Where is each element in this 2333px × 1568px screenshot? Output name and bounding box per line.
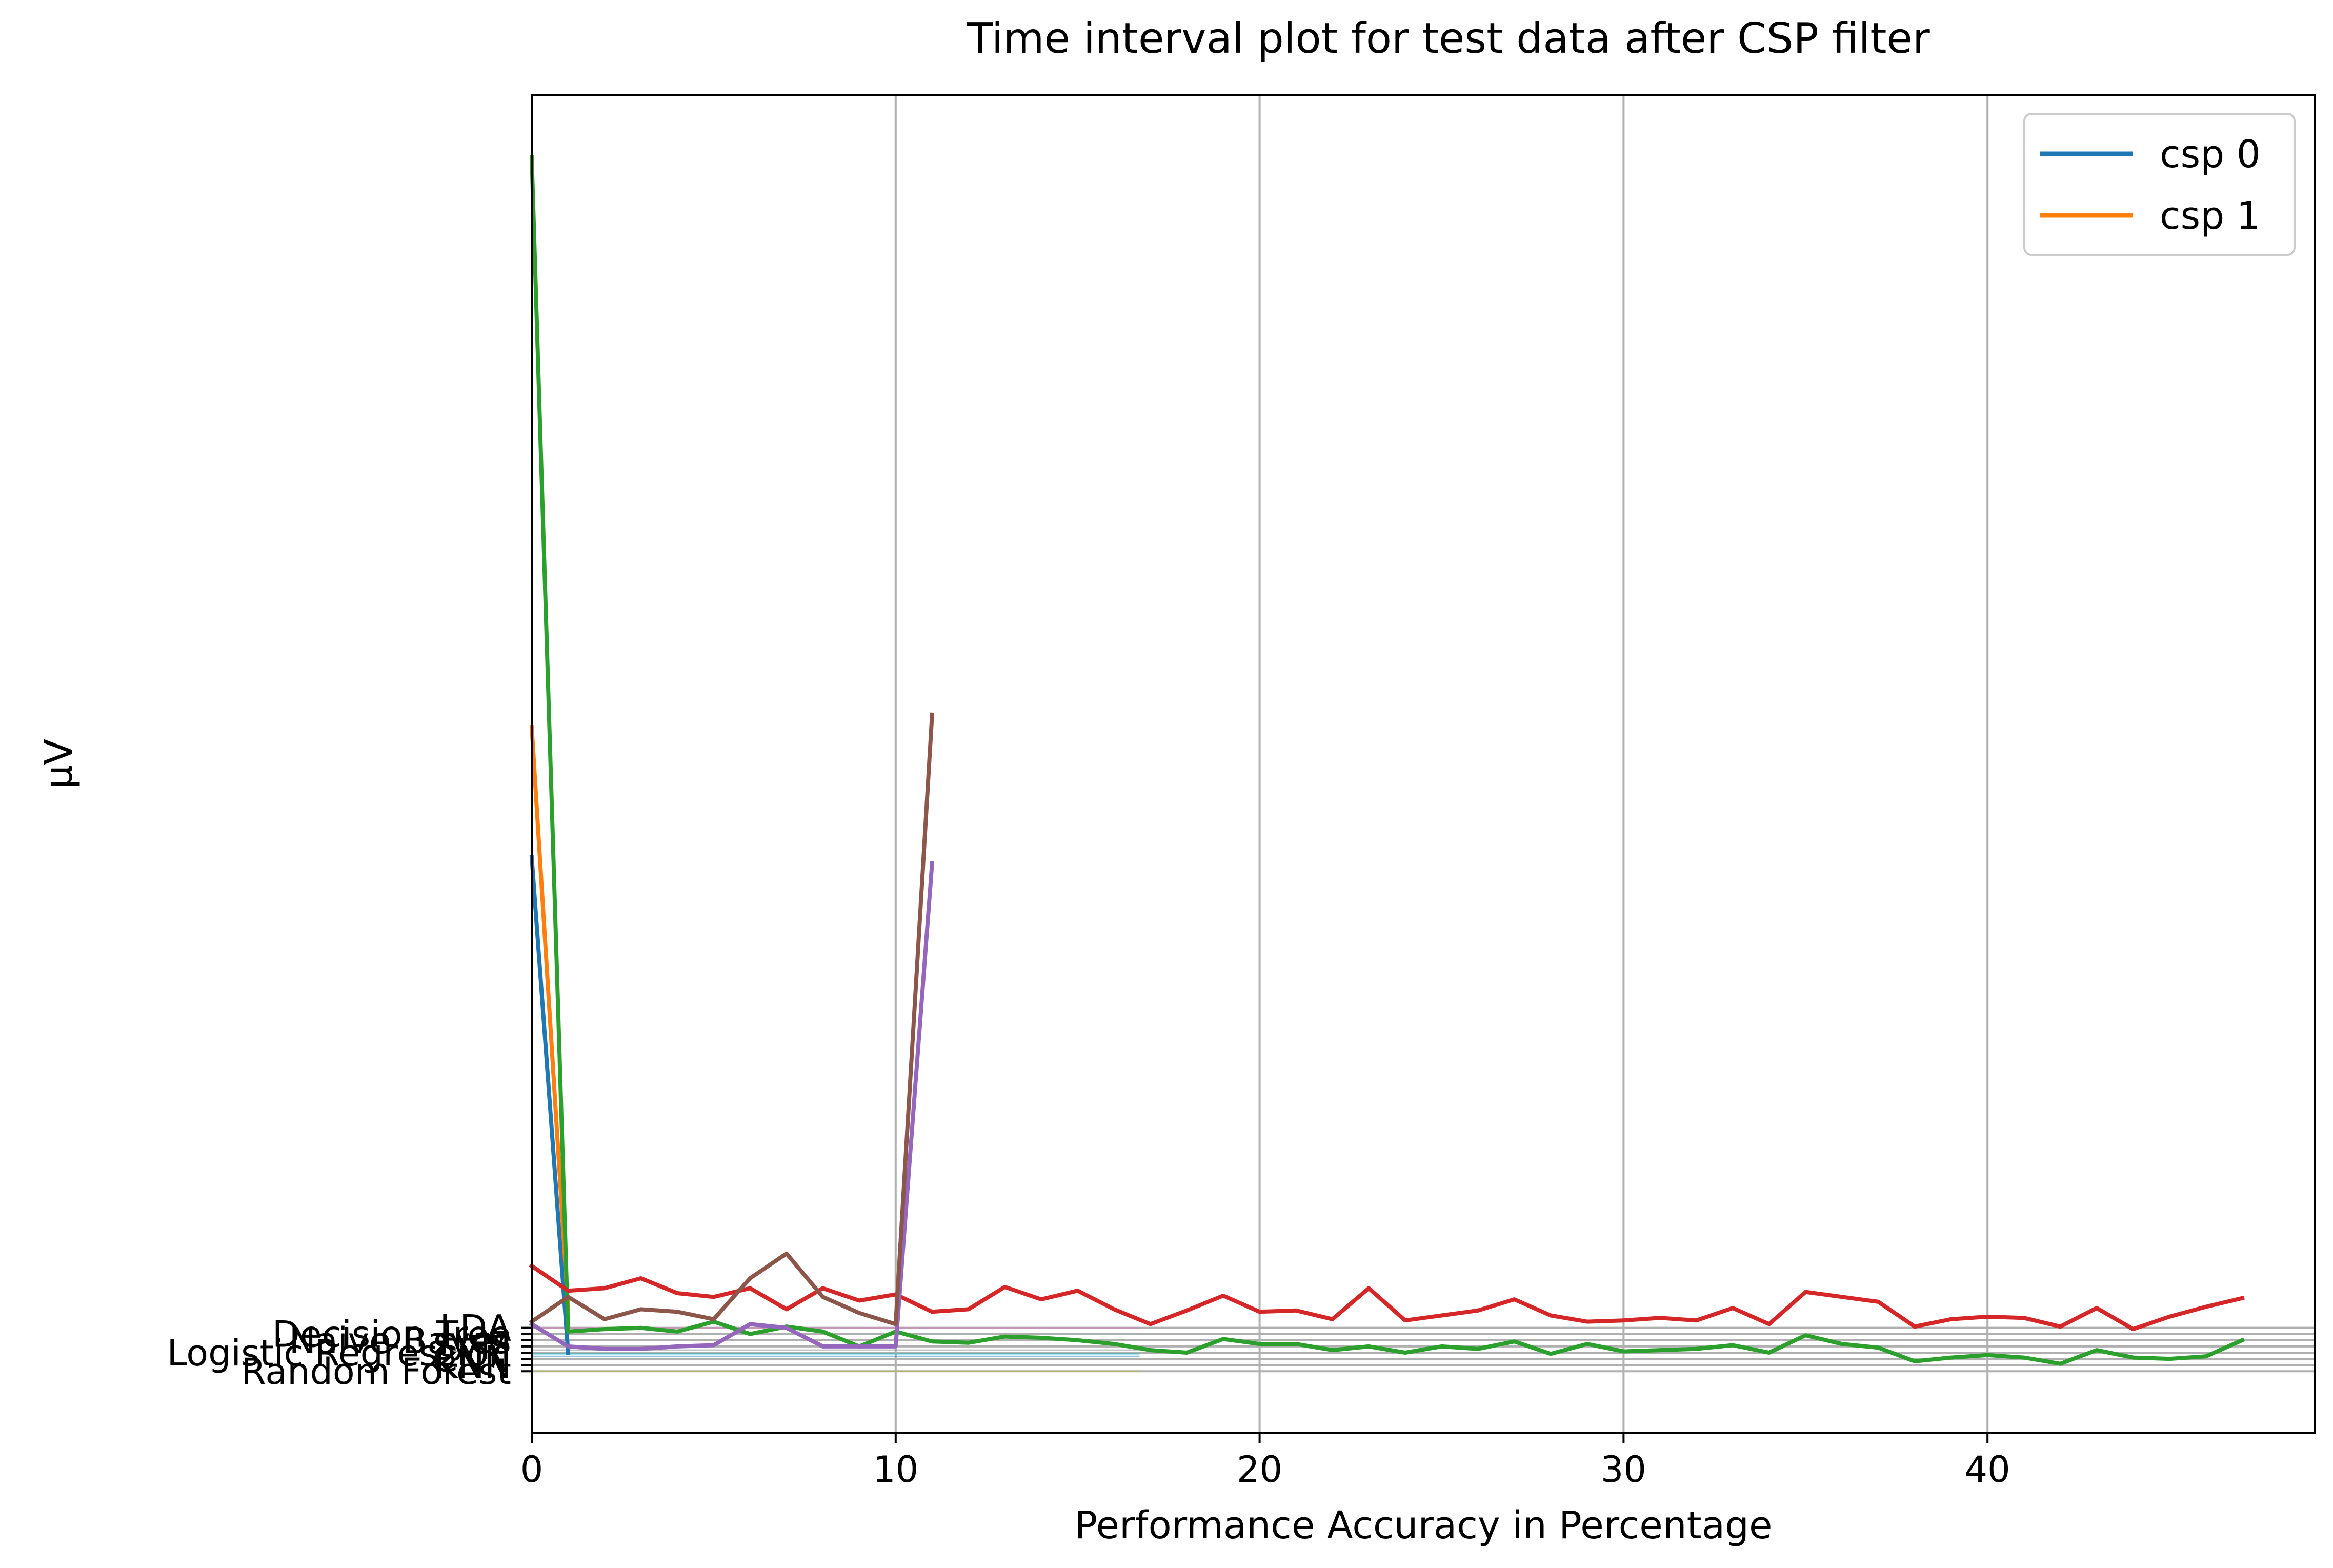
- plot-area: [529, 94, 2316, 1434]
- plot-background: [532, 95, 2315, 1433]
- series-line: [529, 855, 571, 1355]
- legend-label-csp-1: csp 1: [2160, 194, 2261, 238]
- y-axis-label: μV: [37, 739, 81, 789]
- legend-label-csp-0: csp 0: [2160, 132, 2261, 176]
- series-line: [529, 725, 571, 1312]
- x-tick-label: 20: [1237, 1449, 1282, 1491]
- y-tick-label: SVM: [433, 1326, 511, 1368]
- x-tick-label: 10: [873, 1449, 918, 1491]
- y-tick-label: Random Forest: [241, 1351, 511, 1393]
- y-tick-label: Logistic Regression: [167, 1332, 511, 1374]
- x-tick-label: 30: [1601, 1449, 1646, 1491]
- legend-frame: [2023, 113, 2296, 256]
- y-tick-label: CNN: [432, 1338, 511, 1380]
- y-tick-label: Decision Tree: [272, 1314, 511, 1356]
- series-layer: [529, 155, 2245, 1366]
- series-line: [529, 155, 2245, 1366]
- x-tick-label: 40: [1965, 1449, 2010, 1491]
- x-axis-label: Performance Accuracy in Percentage: [1074, 1503, 1772, 1547]
- plot-frame: [531, 94, 2316, 1434]
- x-axis: 0 10 20 30 40: [520, 1433, 2010, 1491]
- y-tick-label: KNN: [434, 1344, 511, 1386]
- y-tick-label: LDA: [439, 1308, 511, 1350]
- x-tick-label: 0: [520, 1449, 544, 1491]
- chart-title: Time interval plot for test data after C…: [967, 14, 1930, 63]
- legend: csp 0 csp 1: [2023, 113, 2296, 256]
- y-tick-label: Naive Bayes: [289, 1320, 511, 1362]
- series-line: [529, 712, 935, 1326]
- series-line: [529, 861, 935, 1351]
